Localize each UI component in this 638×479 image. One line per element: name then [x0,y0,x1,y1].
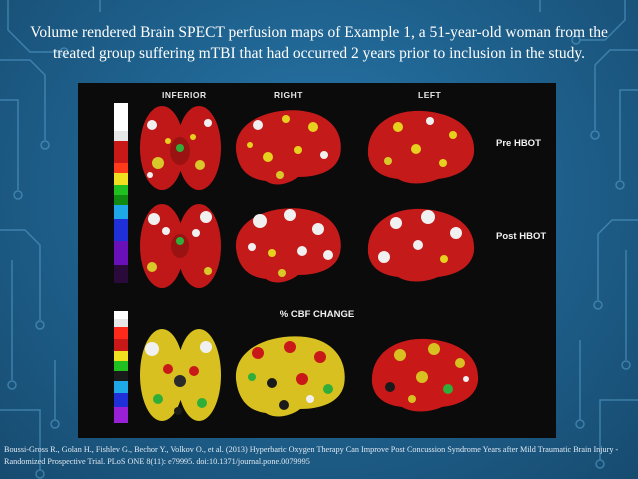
row-label-pre-hbot: Pre HBOT [496,138,541,149]
slide-title: Volume rendered Brain SPECT perfusion ma… [10,22,628,64]
title-line-1: Volume rendered Brain SPECT perfusion ma… [30,24,608,41]
brain-pre-right [235,110,341,185]
row-label-post-hbot: Post HBOT [496,231,547,242]
column-header-right: RIGHT [274,90,303,100]
brain-post-inferior [140,204,221,288]
brain-change-left [371,338,479,412]
cbf-change-color-scale [114,311,128,423]
caption-line-2: Randomized Prospective Trial. PLoS ONE 8… [4,457,310,466]
brain-post-right [235,208,341,283]
brain-pre-left [367,110,475,184]
brain-pre-inferior [140,106,221,190]
citation-caption: Boussi-Gross R., Golan H., Fishlev G., B… [4,444,634,468]
column-header-inferior: INFERIOR [162,90,207,100]
brain-change-right [235,336,345,417]
perfusion-color-scale [114,103,128,283]
brain-change-inferior [140,329,221,421]
cbf-change-header: % CBF CHANGE [279,309,355,320]
column-header-left: LEFT [418,90,442,100]
brain-post-left [367,208,475,282]
title-line-2: treated group suffering mTBI that had oc… [52,45,586,62]
caption-line-1: Boussi-Gross R., Golan H., Fishlev G., B… [4,445,619,454]
spect-figure: INFERIOR RIGHT LEFT Pre HBOT Post HBOT %… [78,83,556,438]
